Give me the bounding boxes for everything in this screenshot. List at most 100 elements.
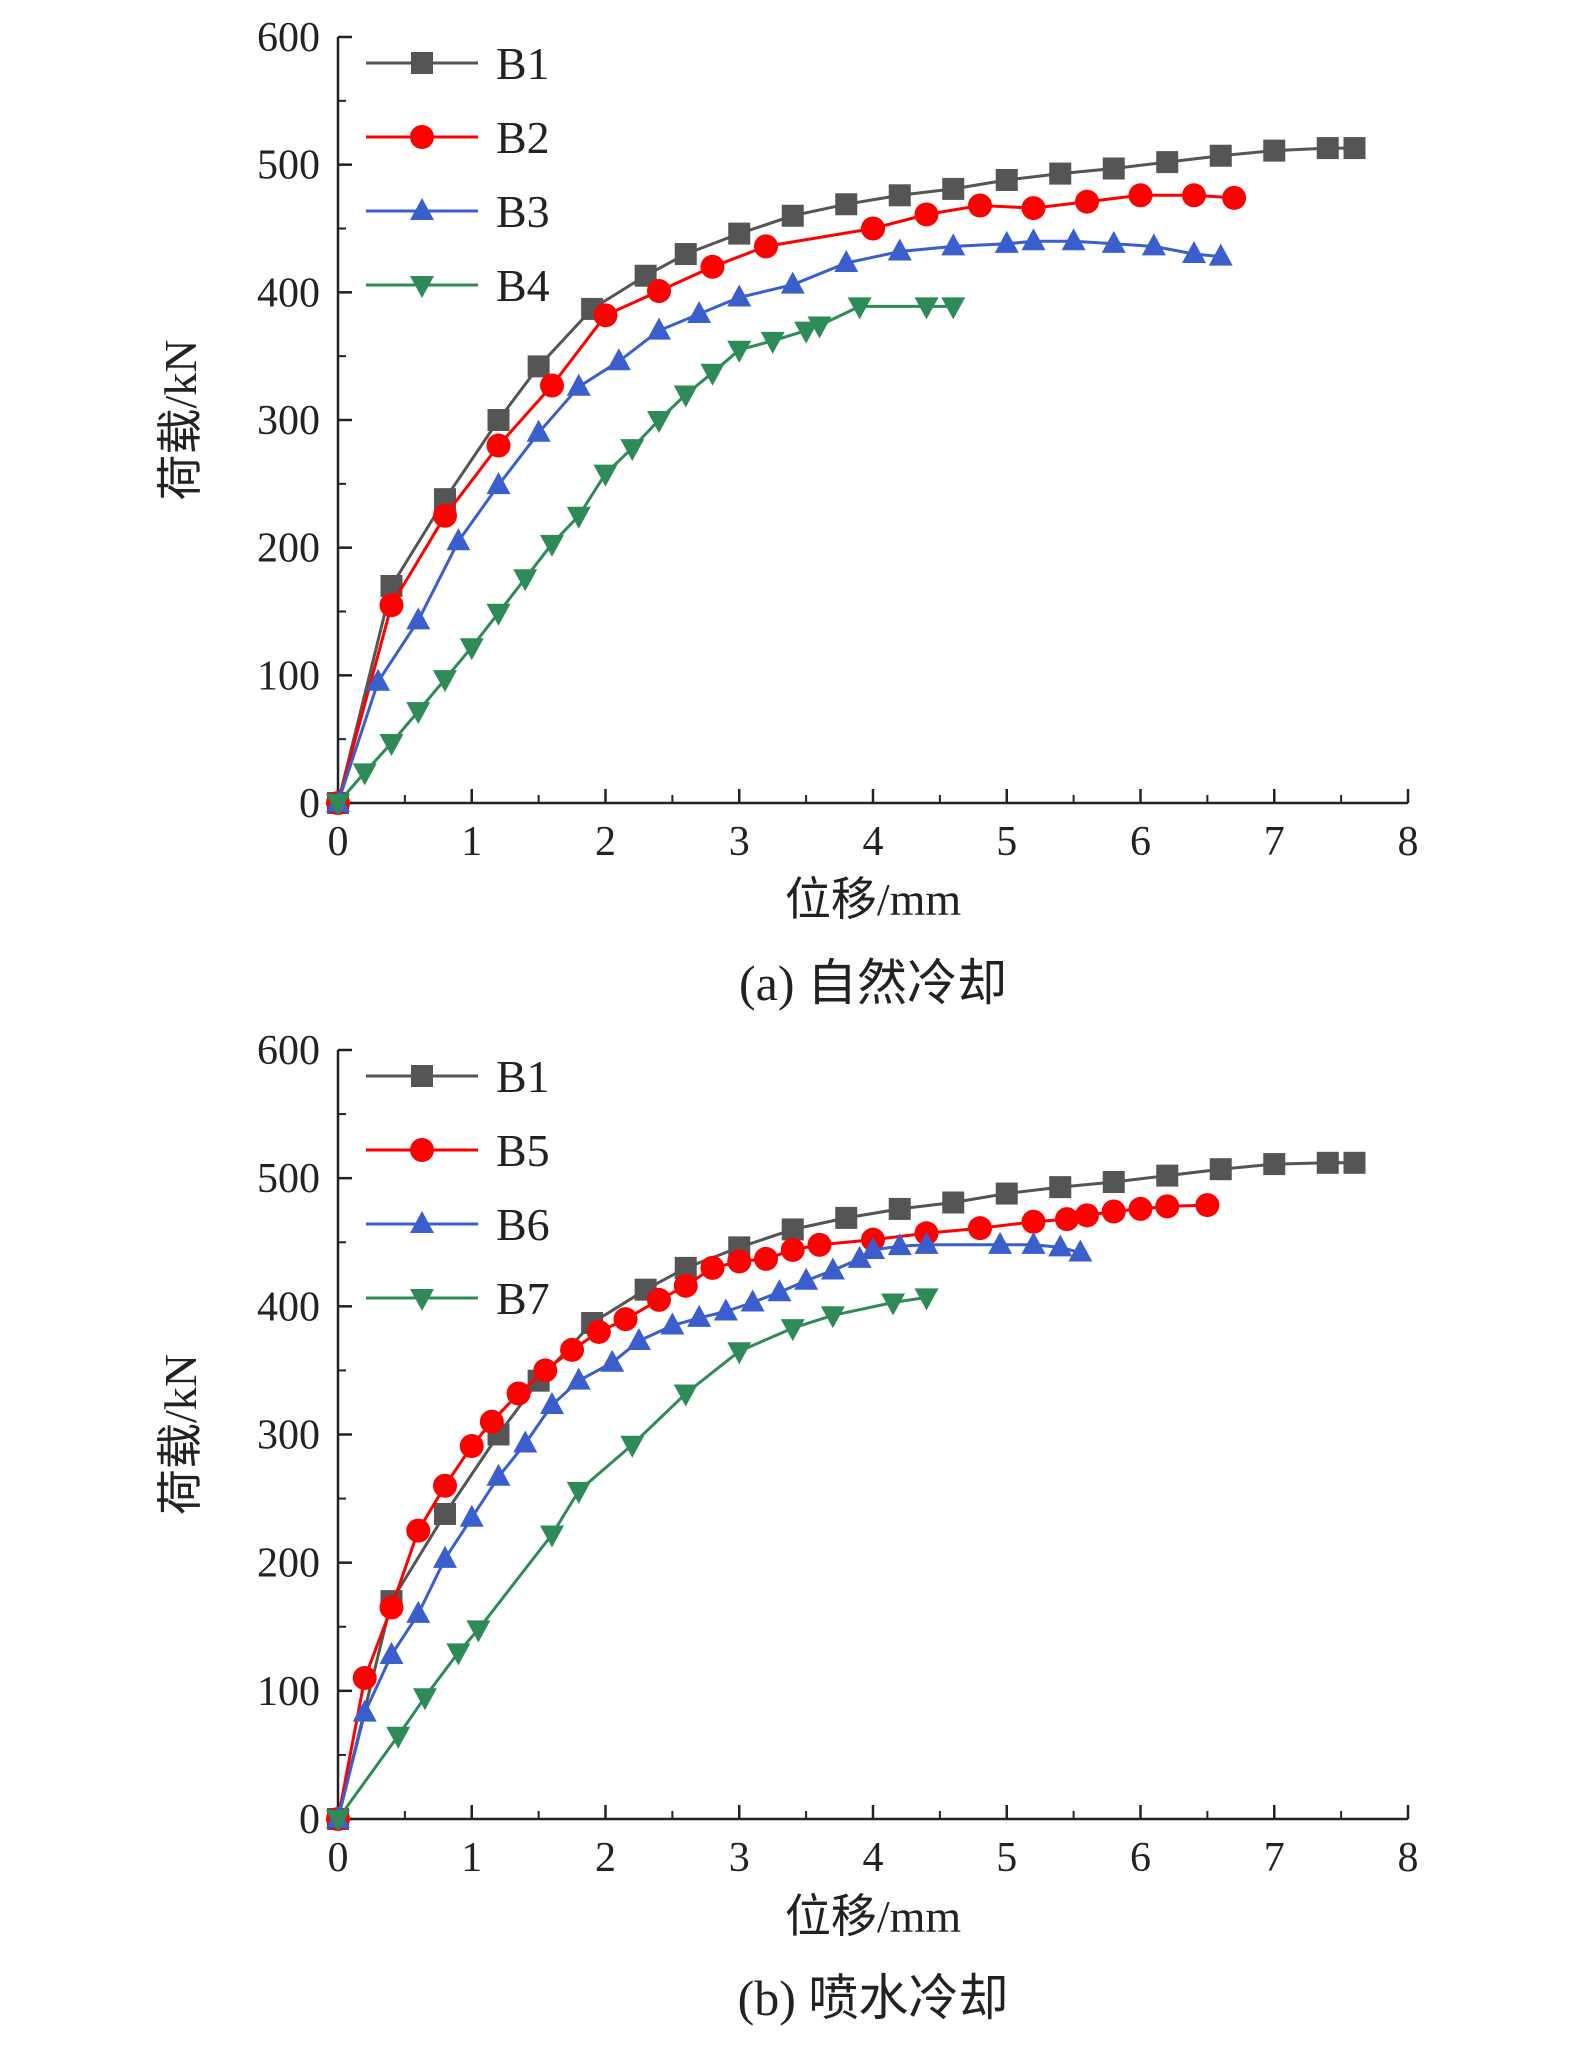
data-point [566, 1367, 591, 1390]
data-point [459, 1504, 484, 1527]
data-point [566, 373, 591, 396]
data-point [674, 1256, 697, 1279]
data-point [820, 1306, 845, 1329]
data-point [1263, 1153, 1286, 1176]
data-point [433, 1545, 457, 1568]
data-point [433, 1473, 457, 1498]
data-point [1208, 243, 1233, 266]
data-point [1102, 157, 1125, 180]
y-axis-label: 荷载/kN [155, 1354, 206, 1515]
legend-item: B5 [366, 1125, 550, 1176]
data-point [1048, 1234, 1073, 1257]
data-point [728, 222, 751, 245]
figure-caption: (a) 自然冷却 [739, 955, 1007, 1011]
data-point [479, 1409, 504, 1434]
data-point [861, 216, 885, 241]
data-point [1343, 137, 1366, 160]
data-point [647, 317, 671, 340]
data-point [527, 355, 550, 378]
data-point [434, 488, 456, 511]
x-tick-label: 2 [595, 1835, 616, 1881]
y-tick-label: 300 [257, 398, 320, 444]
series-B7 [326, 1288, 939, 1832]
data-point [379, 1641, 404, 1664]
data-point [433, 503, 457, 528]
data-point [560, 1337, 585, 1362]
data-point [487, 409, 510, 431]
figure-caption: (b) 喷水冷却 [738, 1970, 1009, 2026]
data-point [727, 284, 752, 307]
data-point [526, 419, 551, 442]
legend-label: B1 [496, 1051, 550, 1102]
data-point [486, 1463, 511, 1486]
data-point [780, 1237, 805, 1262]
data-point [459, 1434, 484, 1459]
data-point [352, 1699, 377, 1722]
data-point [406, 702, 431, 725]
legend-label: B1 [496, 38, 550, 89]
data-point [379, 733, 404, 756]
data-point [626, 1327, 651, 1350]
data-point [881, 1293, 906, 1316]
data-point [835, 1206, 858, 1229]
data-point [566, 1481, 591, 1504]
data-point [700, 254, 725, 279]
data-point [540, 534, 564, 557]
series-line [336, 304, 954, 804]
series-B3 [326, 228, 1233, 812]
legend-label: B3 [496, 186, 550, 237]
data-point [687, 301, 712, 324]
data-point [1021, 228, 1046, 251]
x-tick-label: 4 [863, 1835, 884, 1881]
y-tick-label: 0 [299, 781, 320, 827]
data-point [700, 1255, 725, 1280]
data-point [1021, 1209, 1046, 1234]
x-tick-label: 8 [1398, 819, 1419, 865]
data-point [861, 1236, 885, 1259]
y-axis-label: 荷载/kN [155, 340, 206, 501]
data-point [406, 1518, 431, 1543]
data-point [1182, 183, 1206, 208]
data-point [968, 1216, 992, 1241]
y-tick-label: 600 [257, 15, 320, 61]
legend: B1 B2 B3 B4 [366, 38, 550, 311]
series-line [336, 1295, 927, 1820]
data-point [914, 202, 939, 227]
legend-label: B7 [496, 1273, 550, 1324]
y-tick-label: 500 [257, 1156, 320, 1202]
series-line [336, 1243, 1081, 1820]
data-point [1049, 162, 1072, 185]
data-point [713, 1298, 738, 1321]
data-point [412, 1688, 437, 1711]
y-tick-label: 300 [257, 1413, 320, 1459]
data-point [433, 670, 457, 693]
data-point [942, 177, 965, 200]
data-point [606, 348, 631, 371]
y-tick-label: 200 [257, 1541, 320, 1587]
data-point [406, 607, 431, 630]
data-point [754, 234, 778, 259]
data-point [994, 230, 1019, 253]
data-point [888, 1197, 911, 1220]
data-point [807, 1232, 832, 1257]
data-point [486, 603, 511, 626]
data-point [326, 1810, 350, 1832]
data-point [1195, 1193, 1220, 1218]
x-axis-label: 位移/mm [785, 1891, 962, 1942]
legend-marker [411, 52, 433, 74]
data-point [888, 184, 911, 207]
data-point [1155, 1194, 1180, 1219]
legend-item: B3 [366, 186, 550, 237]
data-point [673, 1273, 698, 1298]
y-tick-label: 600 [257, 1028, 320, 1074]
series-B5 [326, 1193, 1220, 1831]
legend-item: B2 [366, 112, 550, 163]
data-point [760, 331, 785, 354]
data-point [1054, 1207, 1079, 1232]
y-tick-label: 500 [257, 143, 320, 189]
x-tick-label: 8 [1398, 1835, 1419, 1881]
data-point [352, 1666, 377, 1691]
data-point [1068, 1239, 1093, 1262]
chart-panel-b: 0 100 200 300 400 500 600 0 1 2 3 4 5 6 7 8 位移/mm 荷载/kN (b… [155, 1028, 1419, 2026]
data-point [1316, 1151, 1339, 1174]
